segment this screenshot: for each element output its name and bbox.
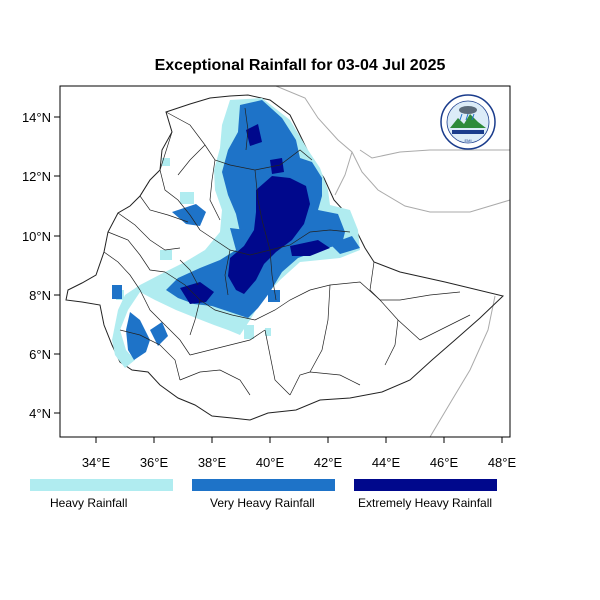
map-frame	[59, 85, 511, 438]
y-tick-label: 10°N	[22, 229, 51, 244]
x-tick-label: 42°E	[314, 455, 343, 470]
legend-swatch-very-heavy	[192, 479, 335, 491]
neighbor-boundaries	[275, 86, 510, 437]
x-tick-label: 40°E	[256, 455, 285, 470]
x-tick-label: 44°E	[372, 455, 401, 470]
x-tick-label: 46°E	[430, 455, 459, 470]
legend-label-very-heavy: Very Heavy Rainfall	[210, 496, 315, 510]
legend-swatch-extremely-heavy	[354, 479, 497, 491]
y-tick-label: 12°N	[22, 169, 51, 184]
very-heavy-rainfall-areas	[112, 100, 360, 360]
x-tick-label: 48°E	[488, 455, 517, 470]
legend-label-extremely-heavy: Extremely Heavy Rainfall	[358, 496, 493, 510]
y-tick-label: 4°N	[29, 406, 51, 421]
y-tick-label: 8°N	[29, 288, 51, 303]
y-axis	[54, 116, 60, 414]
region-boundaries	[103, 107, 471, 396]
logo-caption: EMI	[464, 138, 471, 143]
x-axis	[95, 437, 503, 443]
x-tick-label: 38°E	[198, 455, 227, 470]
map-title: Exceptional Rainfall for 03-04 Jul 2025	[154, 57, 446, 74]
x-tick-label: 36°E	[140, 455, 169, 470]
legend-swatch-heavy	[30, 479, 173, 491]
legend-label-heavy: Heavy Rainfall	[50, 496, 128, 510]
x-tick-label: 34°E	[82, 455, 111, 470]
y-tick-label: 14°N	[22, 110, 51, 125]
extremely-heavy-rainfall-areas	[180, 124, 330, 304]
meteorology-institute-logo-icon: EMI	[440, 94, 496, 150]
y-tick-label: 6°N	[29, 347, 51, 362]
